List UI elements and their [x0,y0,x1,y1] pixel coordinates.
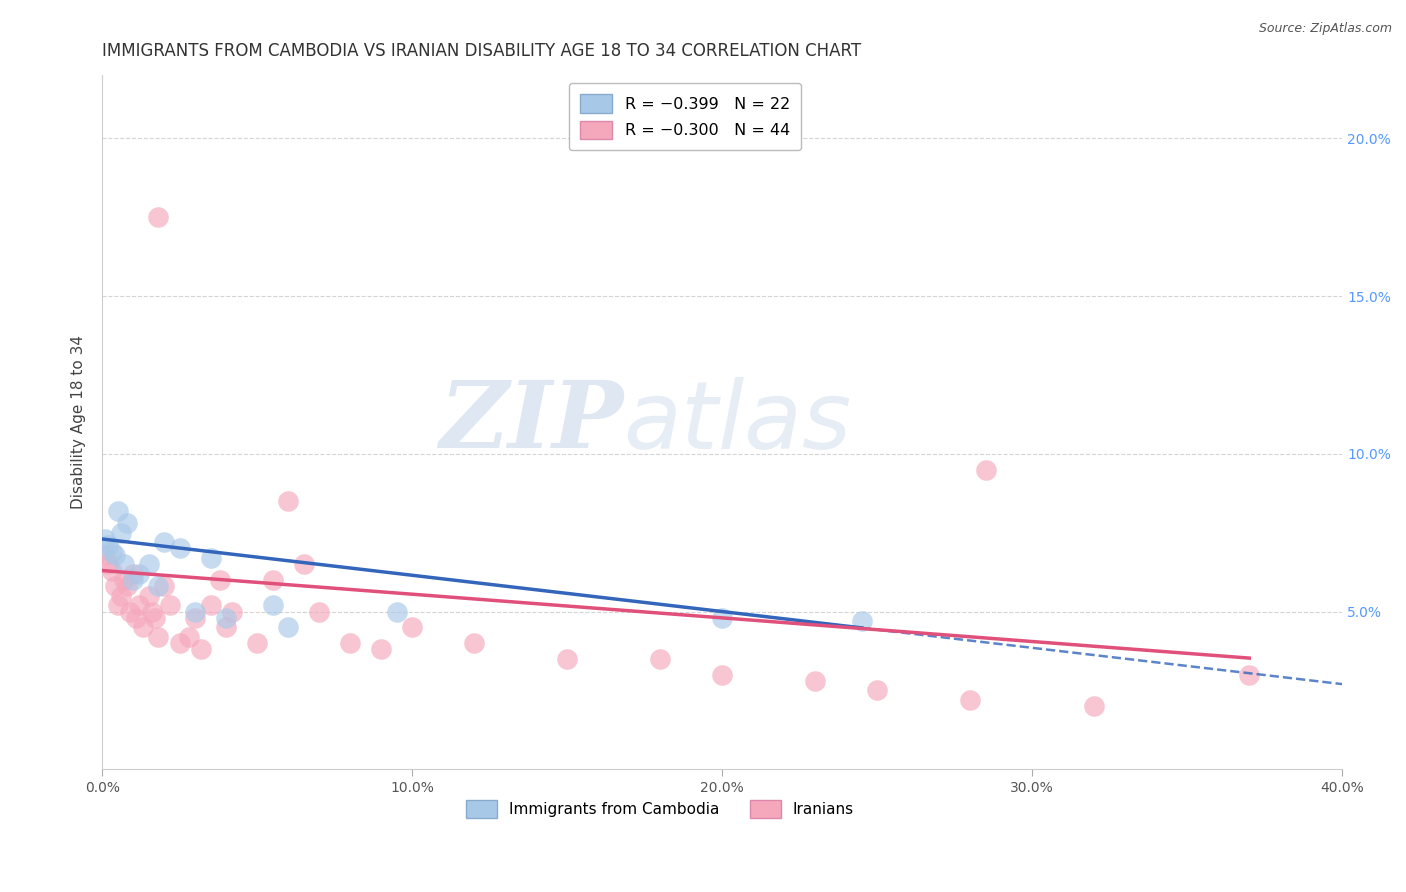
Point [215,611,238,625]
Point [277,494,299,508]
Point [169,636,191,650]
Point [100,544,122,558]
Point [463,636,485,650]
Point [94,532,117,546]
Point [122,573,145,587]
Point [122,566,145,581]
Point [97,558,120,572]
Point [97,538,120,552]
Point [339,636,361,650]
Point [190,642,212,657]
Point [650,652,672,666]
Point [262,599,284,613]
Point [866,683,889,698]
Point [292,558,315,572]
Point [112,558,135,572]
Point [1239,667,1261,681]
Point [94,548,117,562]
Point [1083,699,1105,714]
Point [146,210,169,224]
Point [200,599,222,613]
Point [138,558,160,572]
Text: ZIP: ZIP [439,377,623,467]
Point [246,636,269,650]
Point [385,605,408,619]
Point [115,579,138,593]
Point [131,620,153,634]
Point [959,693,981,707]
Point [221,605,243,619]
Point [138,589,160,603]
Y-axis label: Disability Age 18 to 34: Disability Age 18 to 34 [72,335,86,509]
Point [215,620,238,634]
Point [184,605,207,619]
Point [711,611,734,625]
Point [262,573,284,587]
Point [200,550,222,565]
Point [107,503,129,517]
Point [851,614,873,628]
Point [146,579,169,593]
Point [401,620,423,634]
Point [169,541,191,556]
Point [153,535,176,549]
Point [141,605,163,619]
Text: IMMIGRANTS FROM CAMBODIA VS IRANIAN DISABILITY AGE 18 TO 34 CORRELATION CHART: IMMIGRANTS FROM CAMBODIA VS IRANIAN DISA… [103,42,862,60]
Point [104,548,127,562]
Legend: Immigrants from Cambodia, Iranians: Immigrants from Cambodia, Iranians [460,794,860,824]
Text: Source: ZipAtlas.com: Source: ZipAtlas.com [1258,22,1392,36]
Point [711,667,734,681]
Point [159,599,181,613]
Point [974,462,997,476]
Point [100,564,122,578]
Point [115,516,138,531]
Point [107,599,129,613]
Point [804,673,827,688]
Point [153,579,176,593]
Point [112,573,135,587]
Point [308,605,330,619]
Text: atlas: atlas [623,376,851,467]
Point [128,599,150,613]
Point [120,605,142,619]
Point [177,630,200,644]
Point [143,611,166,625]
Point [184,611,207,625]
Point [555,652,578,666]
Point [128,566,150,581]
Point [277,620,299,634]
Point [146,630,169,644]
Point [125,611,148,625]
Point [370,642,392,657]
Point [110,589,132,603]
Point [208,573,231,587]
Point [104,579,127,593]
Point [110,525,132,540]
